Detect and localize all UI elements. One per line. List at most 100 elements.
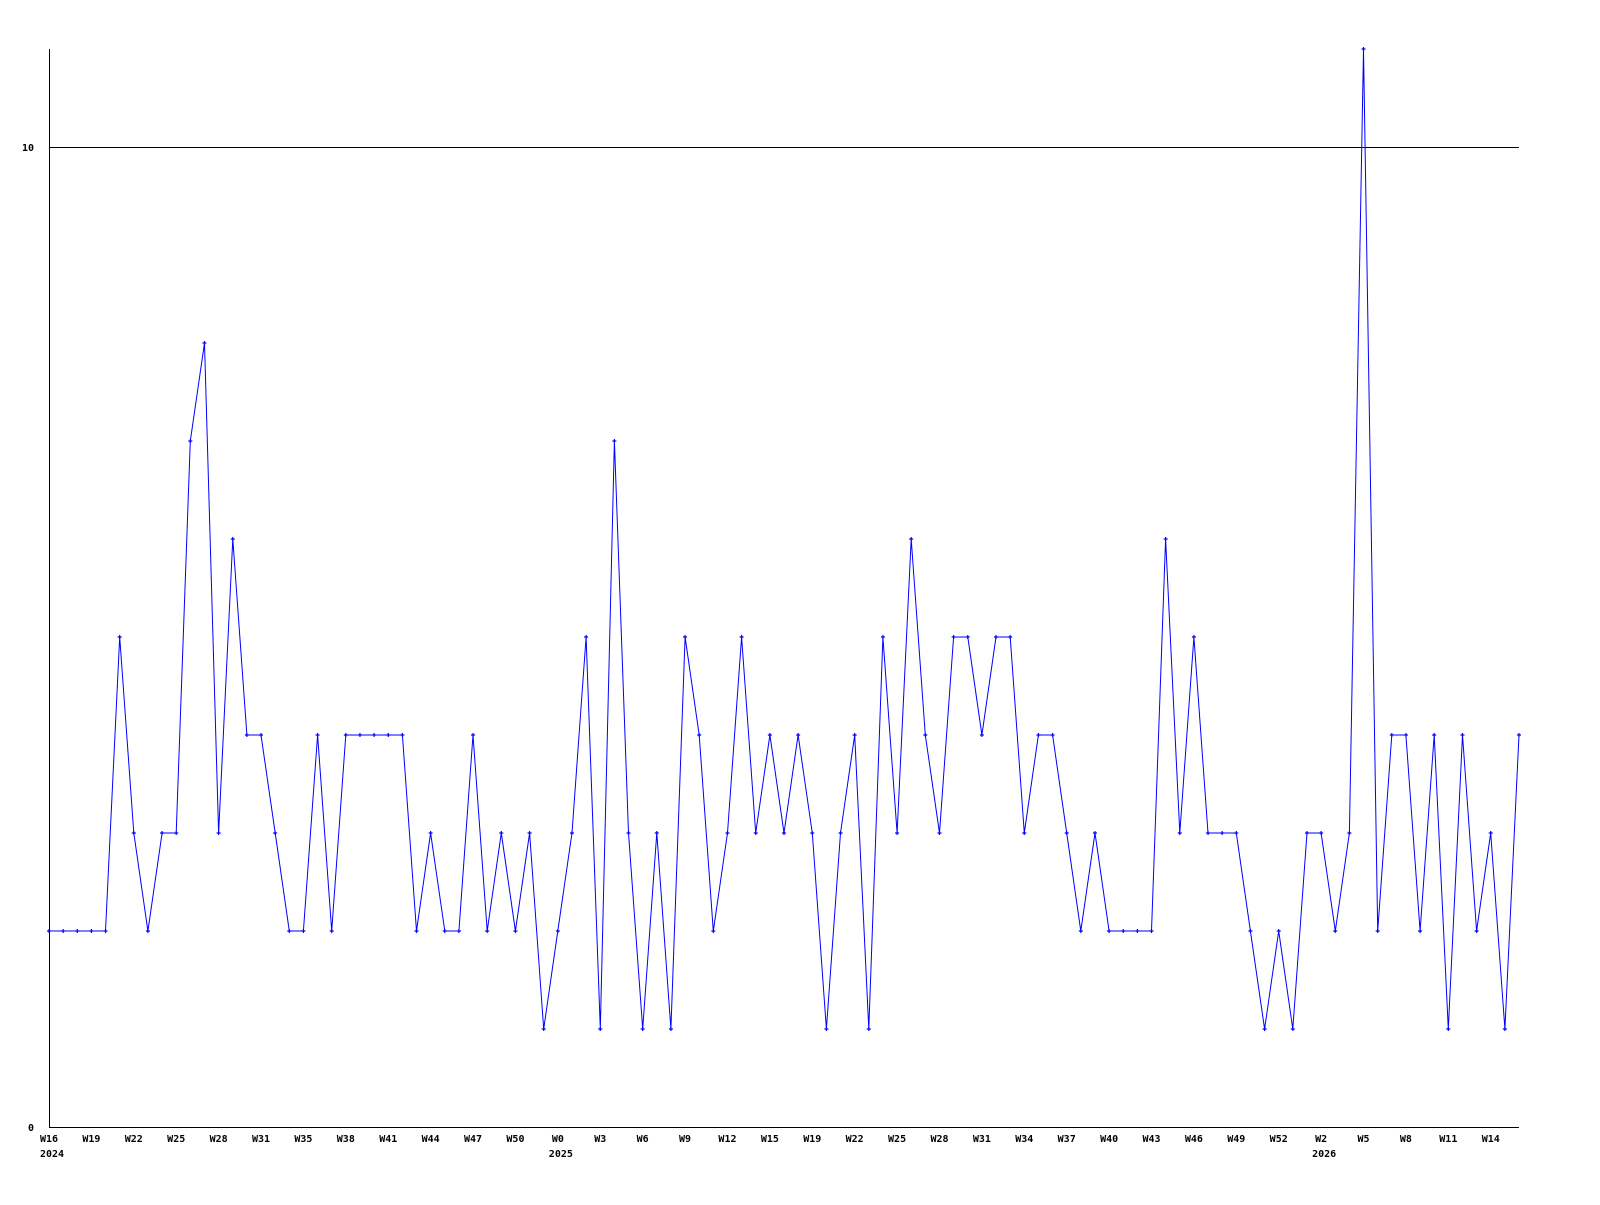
data-point: [301, 929, 306, 933]
x-tick-label: W8: [1400, 1134, 1412, 1145]
data-point: [555, 929, 560, 933]
data-point: [1403, 733, 1408, 737]
x-tick-label: W35: [294, 1134, 312, 1145]
data-point: [838, 831, 843, 835]
data-point: [1262, 1027, 1267, 1031]
data-point: [626, 831, 631, 835]
data-point: [895, 831, 900, 835]
data-point: [202, 341, 207, 345]
data-point: [640, 1027, 645, 1031]
data-point: [471, 733, 476, 737]
y-tick-label: 10: [22, 143, 34, 154]
x-tick-label: W49: [1227, 1134, 1245, 1145]
x-tick-label: W9: [679, 1134, 691, 1145]
x-tick-label: W31: [973, 1134, 991, 1145]
x-tick-label: W12: [718, 1134, 736, 1145]
data-point: [456, 929, 461, 933]
year-label: 2024: [40, 1149, 64, 1160]
data-point: [117, 635, 122, 639]
data-point: [824, 1027, 829, 1031]
data-point: [527, 831, 532, 835]
data-point: [1206, 831, 1211, 835]
data-point: [1177, 831, 1182, 835]
data-point: [965, 635, 970, 639]
x-tick-label: W3: [594, 1134, 606, 1145]
data-point: [131, 831, 136, 835]
x-tick-label: W0: [552, 1134, 564, 1145]
x-tick-label: W47: [464, 1134, 482, 1145]
data-point: [160, 831, 165, 835]
data-point: [683, 635, 688, 639]
x-tick-label: W43: [1142, 1134, 1160, 1145]
data-point: [75, 929, 80, 933]
data-point: [767, 733, 772, 737]
x-tick-label: W22: [846, 1134, 864, 1145]
data-point: [61, 929, 66, 933]
data-point: [428, 831, 433, 835]
data-point: [400, 733, 405, 737]
x-tick-label: W40: [1100, 1134, 1118, 1145]
data-point: [145, 929, 150, 933]
data-point: [1064, 831, 1069, 835]
data-point: [1460, 733, 1465, 737]
y-tick-label: 0: [28, 1123, 34, 1134]
x-tick-label: W41: [379, 1134, 397, 1145]
data-point: [103, 929, 108, 933]
data-point: [1008, 635, 1013, 639]
x-tick-label: W50: [506, 1134, 524, 1145]
data-point: [937, 831, 942, 835]
data-point: [1347, 831, 1352, 835]
x-tick-label: W25: [167, 1134, 185, 1145]
data-point: [1022, 831, 1027, 835]
data-point: [1050, 733, 1055, 737]
data-point: [1276, 929, 1281, 933]
data-point: [1418, 929, 1423, 933]
data-point: [598, 1027, 603, 1031]
data-point: [668, 1027, 673, 1031]
data-point: [880, 635, 885, 639]
y-axis-labels: 0 10: [22, 143, 34, 1134]
data-point: [1389, 733, 1394, 737]
data-point: [343, 733, 348, 737]
x-tick-label: W25: [888, 1134, 906, 1145]
data-point: [739, 635, 744, 639]
data-point: [1290, 1027, 1295, 1031]
data-point: [753, 831, 758, 835]
series: [47, 47, 1521, 1031]
data-point: [1304, 831, 1309, 835]
data-point: [513, 929, 518, 933]
x-tick-label: W15: [761, 1134, 779, 1145]
x-tick-label: W31: [252, 1134, 270, 1145]
data-point: [1488, 831, 1493, 835]
x-tick-label: W52: [1270, 1134, 1288, 1145]
data-point: [442, 929, 447, 933]
data-point: [1432, 733, 1437, 737]
data-point: [1191, 635, 1196, 639]
data-point: [47, 929, 51, 933]
data-point: [654, 831, 659, 835]
data-point: [315, 733, 320, 737]
data-point: [1248, 929, 1253, 933]
data-point: [1333, 929, 1338, 933]
data-point: [174, 831, 179, 835]
data-point: [1361, 47, 1366, 51]
data-point: [244, 733, 249, 737]
data-point: [1446, 1027, 1451, 1031]
data-point: [273, 831, 278, 835]
data-point: [584, 635, 589, 639]
data-point: [372, 733, 377, 737]
data-point: [414, 929, 419, 933]
x-tick-label: W6: [637, 1134, 649, 1145]
data-point: [1220, 831, 1225, 835]
data-point: [923, 733, 928, 737]
data-point: [782, 831, 786, 835]
data-point: [852, 733, 857, 737]
data-point: [612, 439, 617, 443]
data-point: [994, 635, 999, 639]
data-point: [1474, 929, 1479, 933]
data-point: [569, 831, 574, 835]
x-tick-label: W37: [1058, 1134, 1076, 1145]
data-point: [216, 831, 221, 835]
x-tick-label: W5: [1357, 1134, 1369, 1145]
